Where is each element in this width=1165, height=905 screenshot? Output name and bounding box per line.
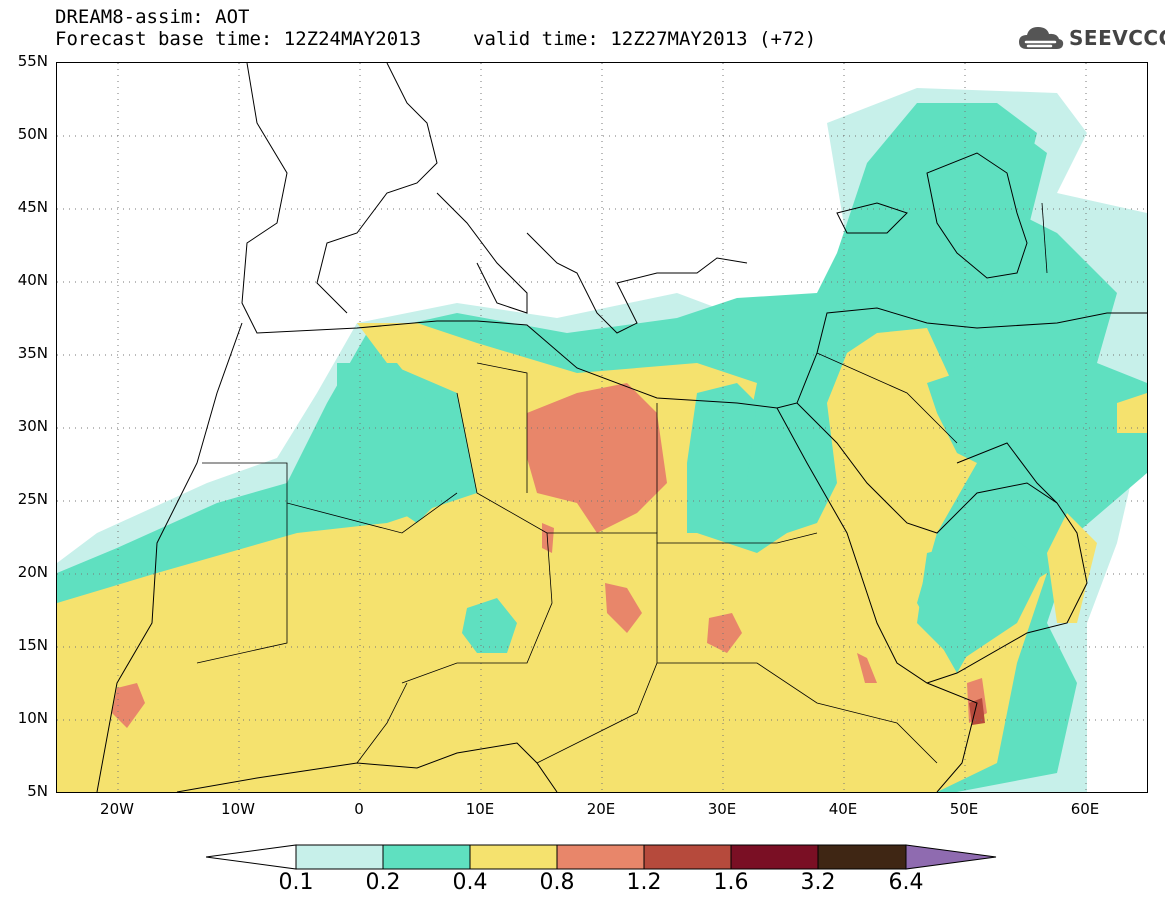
base-time-label: Forecast base time: 12Z24MAY2013 bbox=[55, 28, 422, 50]
legend-swatch bbox=[295, 844, 384, 870]
aot-band-0.2-islands bbox=[337, 363, 1047, 663]
legend-label: 0.1 bbox=[278, 870, 314, 895]
legend-swatch bbox=[469, 844, 558, 870]
lon-label: 20E bbox=[586, 800, 616, 818]
legend-label: 0.2 bbox=[365, 870, 401, 895]
map-subtitle: Forecast base time: 12Z24MAY2013 valid ti… bbox=[55, 28, 868, 50]
lat-label: 15N bbox=[17, 636, 48, 654]
legend-label: 0.8 bbox=[539, 870, 575, 895]
aot-map bbox=[57, 63, 1147, 792]
lat-label: 50N bbox=[17, 125, 48, 143]
valid-time-label: valid time: 12Z27MAY2013 (+72) bbox=[473, 28, 817, 50]
lat-label: 30N bbox=[17, 417, 48, 435]
map-title: DREAM8-assim: AOT bbox=[55, 6, 250, 28]
lat-label: 45N bbox=[17, 198, 48, 216]
legend-swatch-under bbox=[205, 844, 297, 870]
lon-label: 50E bbox=[949, 800, 979, 818]
aot-band-0.8 bbox=[112, 383, 987, 728]
legend-label: 1.2 bbox=[626, 870, 662, 895]
logo-text: SEEVCCC bbox=[1069, 26, 1165, 50]
lat-label: 25N bbox=[17, 490, 48, 508]
lat-label: 10N bbox=[17, 709, 48, 727]
cloud-icon bbox=[1019, 27, 1064, 49]
legend-swatch bbox=[382, 844, 471, 870]
lon-label: 10E bbox=[465, 800, 495, 818]
legend-swatch bbox=[730, 844, 819, 870]
map-coastlines bbox=[96, 63, 1147, 792]
seevccc-logo: SEEVCCC bbox=[1017, 20, 1165, 56]
map-panel bbox=[56, 62, 1148, 793]
legend-swatch bbox=[817, 844, 907, 870]
lat-label: 35N bbox=[17, 344, 48, 362]
lon-label: 10W bbox=[221, 800, 255, 818]
lon-label: 30E bbox=[707, 800, 737, 818]
lon-label: 60E bbox=[1070, 800, 1100, 818]
lon-label: 0 bbox=[354, 800, 364, 818]
legend-label: 0.4 bbox=[452, 870, 488, 895]
lat-label: 40N bbox=[17, 271, 48, 289]
lat-label: 5N bbox=[27, 782, 48, 800]
lon-label: 40E bbox=[828, 800, 858, 818]
legend-swatch bbox=[643, 844, 732, 870]
legend-swatch-over bbox=[905, 844, 997, 870]
lat-label: 55N bbox=[17, 52, 48, 70]
legend-label: 1.6 bbox=[713, 870, 749, 895]
legend-label: 3.2 bbox=[800, 870, 836, 895]
legend-label: 6.4 bbox=[888, 870, 924, 895]
lat-label: 20N bbox=[17, 563, 48, 581]
aot-band-0.4 bbox=[57, 323, 1147, 792]
legend-swatch bbox=[556, 844, 645, 870]
color-legend bbox=[205, 844, 998, 874]
map-borders bbox=[196, 202, 1048, 764]
lon-label: 20W bbox=[100, 800, 134, 818]
map-title-block: DREAM8-assim: AOT Forecast base time: 12… bbox=[55, 6, 868, 50]
